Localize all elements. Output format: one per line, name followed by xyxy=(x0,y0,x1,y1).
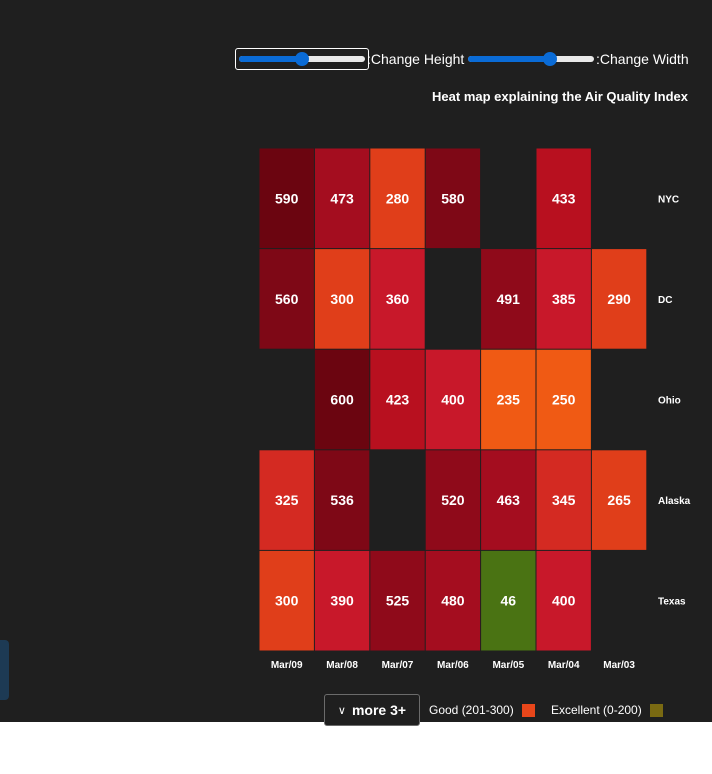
cell-value-label: 265 xyxy=(607,492,631,508)
heatmap-cell[interactable] xyxy=(259,550,314,651)
legend-swatch xyxy=(521,703,535,717)
heatmap-cell[interactable] xyxy=(425,349,481,450)
legend-more-button[interactable]: ∨ more 3+ xyxy=(324,694,420,726)
heatmap-cell[interactable] xyxy=(370,148,425,249)
cell-value-label: 235 xyxy=(497,392,521,408)
heatmap-cell[interactable] xyxy=(536,349,591,450)
chart-title: Heat map explaining the Air Quality Inde… xyxy=(432,89,688,104)
cell-value-label: 250 xyxy=(552,392,576,408)
legend-item-excellent[interactable]: Excellent (0-200) xyxy=(551,703,663,717)
cell-value-label: 300 xyxy=(330,291,354,307)
y-tick-label: Ohio xyxy=(658,396,681,407)
heatmap-cell[interactable] xyxy=(481,550,536,651)
x-tick-label: Mar/06 xyxy=(437,660,469,671)
cell-value-label: 390 xyxy=(330,593,354,609)
heatmap-cell[interactable] xyxy=(536,249,591,349)
height-slider-fill xyxy=(239,56,302,62)
cell-value-label: 400 xyxy=(441,392,465,408)
cell-value-label: 385 xyxy=(552,291,576,307)
height-slider[interactable] xyxy=(239,52,365,66)
height-slider-label: :Change Height xyxy=(367,51,465,67)
cell-value-label: 360 xyxy=(386,291,410,307)
heatmap-cell[interactable] xyxy=(259,249,314,349)
cell-value-label: 433 xyxy=(552,190,576,206)
legend-label: Good (201-300) xyxy=(429,703,514,717)
x-tick-label: Mar/03 xyxy=(603,660,635,671)
height-slider-thumb[interactable] xyxy=(295,52,309,66)
cell-value-label: 290 xyxy=(607,291,631,307)
heatmap-cell[interactable] xyxy=(370,249,425,349)
heatmap-cell[interactable] xyxy=(314,249,370,349)
heatmap-cell[interactable] xyxy=(370,550,425,651)
y-tick-label: Alaska xyxy=(658,496,691,507)
cell-value-label: 46 xyxy=(501,593,517,609)
legend-label: Excellent (0-200) xyxy=(551,703,642,717)
height-slider-focus-ring xyxy=(235,48,369,70)
heatmap-cell[interactable] xyxy=(314,450,370,550)
cell-value-label: 580 xyxy=(441,190,465,206)
heatmap-cell[interactable] xyxy=(481,249,536,349)
cell-value-label: 473 xyxy=(330,190,354,206)
heatmap-plot: 590 473 280 580 433 560 300 360 491 385 290 600 423 4… xyxy=(259,148,691,671)
x-tick-label: Mar/04 xyxy=(548,660,580,671)
cell-value-label: 536 xyxy=(330,492,354,508)
heatmap-cell[interactable] xyxy=(425,550,481,651)
heatmap-cell[interactable] xyxy=(259,450,314,550)
cell-value-label: 520 xyxy=(441,492,465,508)
cell-value-label: 300 xyxy=(275,593,299,609)
heatmap-cell[interactable] xyxy=(314,550,370,651)
y-tick-label: Texas xyxy=(658,597,686,608)
side-panel-tab[interactable] xyxy=(0,640,9,700)
heatmap-cell[interactable] xyxy=(314,349,370,450)
heatmap-cell[interactable] xyxy=(259,148,314,249)
heatmap-cell[interactable] xyxy=(591,249,647,349)
heatmap-cell[interactable] xyxy=(481,450,536,550)
heatmap-cell[interactable] xyxy=(591,450,647,550)
x-tick-label: Mar/05 xyxy=(492,660,524,671)
cell-value-label: 491 xyxy=(497,291,521,307)
heatmap-cell[interactable] xyxy=(370,349,425,450)
heatmap-cell[interactable] xyxy=(425,148,481,249)
cell-value-label: 463 xyxy=(497,492,521,508)
x-tick-label: Mar/07 xyxy=(382,660,414,671)
cell-value-label: 600 xyxy=(330,392,354,408)
cell-value-label: 280 xyxy=(386,190,410,206)
width-slider-label: :Change Width xyxy=(596,51,689,67)
x-tick-label: Mar/08 xyxy=(326,660,358,671)
heatmap-cell[interactable] xyxy=(536,450,591,550)
cell-value-label: 480 xyxy=(441,593,465,609)
cell-value-label: 400 xyxy=(552,593,576,609)
heatmap-cell[interactable] xyxy=(425,450,481,550)
legend-more-label: more 3+ xyxy=(351,702,407,718)
cell-value-label: 345 xyxy=(552,492,576,508)
cell-value-label: 525 xyxy=(386,593,410,609)
cell-value-label: 423 xyxy=(386,392,410,408)
chart-canvas: :Change Height :Change Width Heat map ex… xyxy=(0,0,712,722)
y-tick-label: DC xyxy=(658,295,672,306)
legend-swatch xyxy=(649,703,663,717)
heatmap-cell[interactable] xyxy=(481,349,536,450)
width-slider-thumb[interactable] xyxy=(542,52,557,66)
heatmap-cell[interactable] xyxy=(314,148,370,249)
y-tick-label: NYC xyxy=(658,194,679,205)
cell-value-label: 590 xyxy=(275,190,299,206)
x-tick-label: Mar/09 xyxy=(271,660,303,671)
legend-item-good[interactable]: Good (201-300) xyxy=(429,703,535,717)
heatmap-cell[interactable] xyxy=(536,550,591,651)
heatmap-cell[interactable] xyxy=(536,148,591,249)
width-slider-fill xyxy=(468,56,550,62)
cell-value-label: 325 xyxy=(275,492,299,508)
width-slider[interactable] xyxy=(468,52,594,66)
chevron-down-icon: ∨ xyxy=(337,704,346,717)
cell-value-label: 560 xyxy=(275,291,299,307)
